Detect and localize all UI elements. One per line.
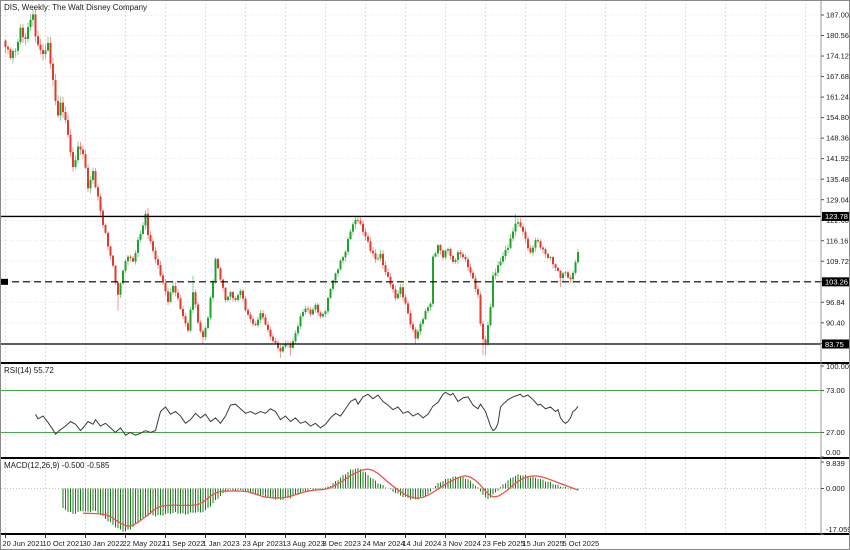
svg-text:14 Jul 2024: 14 Jul 2024	[403, 539, 442, 548]
svg-text:9.839: 9.839	[826, 459, 845, 468]
macd-histogram	[62, 468, 579, 532]
svg-text:109.72: 109.72	[826, 257, 849, 266]
svg-text:27.00: 27.00	[826, 428, 845, 437]
svg-text:141.92: 141.92	[826, 154, 849, 163]
svg-text:10 Oct 2021: 10 Oct 2021	[43, 539, 84, 548]
svg-text:73.00: 73.00	[826, 386, 845, 395]
svg-text:5 Oct 2025: 5 Oct 2025	[563, 539, 600, 548]
price-badge-103.26: 103.26	[822, 277, 849, 287]
svg-text:0.00: 0.00	[826, 448, 841, 457]
time-grid	[5, 3, 806, 534]
svg-text:90.40: 90.40	[826, 318, 845, 327]
svg-text:100.00: 100.00	[826, 362, 849, 371]
svg-text:13 Aug 2023: 13 Aug 2023	[283, 539, 325, 548]
svg-text:22 May 2022: 22 May 2022	[123, 539, 166, 548]
macd-signal-line	[82, 468, 579, 527]
candles-layer	[4, 8, 579, 358]
price-badge-83.75: 83.75	[822, 339, 849, 349]
svg-text:20 Jun 2021: 20 Jun 2021	[3, 539, 44, 548]
svg-text:15 Jun 2025: 15 Jun 2025	[523, 539, 564, 548]
svg-text:154.80: 154.80	[826, 113, 849, 122]
svg-text:23 Apr 2023: 23 Apr 2023	[243, 539, 283, 548]
svg-text:187.00: 187.00	[826, 11, 849, 20]
svg-text:-17.059: -17.059	[826, 525, 850, 534]
svg-text:1 Jan 2023: 1 Jan 2023	[203, 539, 240, 548]
svg-text:83.75: 83.75	[825, 340, 844, 349]
svg-text:96.84: 96.84	[826, 298, 845, 307]
svg-text:0.000: 0.000	[826, 484, 845, 493]
svg-text:167.68: 167.68	[826, 72, 849, 81]
svg-text:24 Mar 2024: 24 Mar 2024	[363, 539, 405, 548]
svg-text:148.36: 148.36	[826, 134, 849, 143]
svg-text:135.48: 135.48	[826, 175, 849, 184]
svg-text:161.24: 161.24	[826, 93, 849, 102]
svg-text:3 Dec 2023: 3 Dec 2023	[323, 539, 361, 548]
svg-text:23 Feb 2025: 23 Feb 2025	[483, 539, 525, 548]
rsi-line	[35, 391, 579, 436]
svg-text:174.12: 174.12	[826, 52, 849, 61]
dashed-line-left-marker[interactable]	[1, 278, 8, 285]
svg-text:3 Nov 2024: 3 Nov 2024	[443, 539, 481, 548]
svg-text:129.04: 129.04	[826, 195, 849, 204]
svg-text:103.26: 103.26	[825, 278, 848, 287]
svg-text:30 Jan 2022: 30 Jan 2022	[83, 539, 124, 548]
rsi-axis-labels[interactable]: 100.00 73.00 27.00 0.00	[821, 362, 849, 458]
svg-text:180.56: 180.56	[826, 31, 849, 40]
price-badge-123.78: 123.78	[822, 211, 849, 221]
svg-text:11 Sep 2022: 11 Sep 2022	[163, 539, 205, 548]
svg-text:116.16: 116.16	[826, 236, 848, 245]
macd-axis-labels[interactable]: 9.839 0.000 -17.059	[821, 459, 850, 535]
svg-text:123.78: 123.78	[825, 212, 848, 221]
